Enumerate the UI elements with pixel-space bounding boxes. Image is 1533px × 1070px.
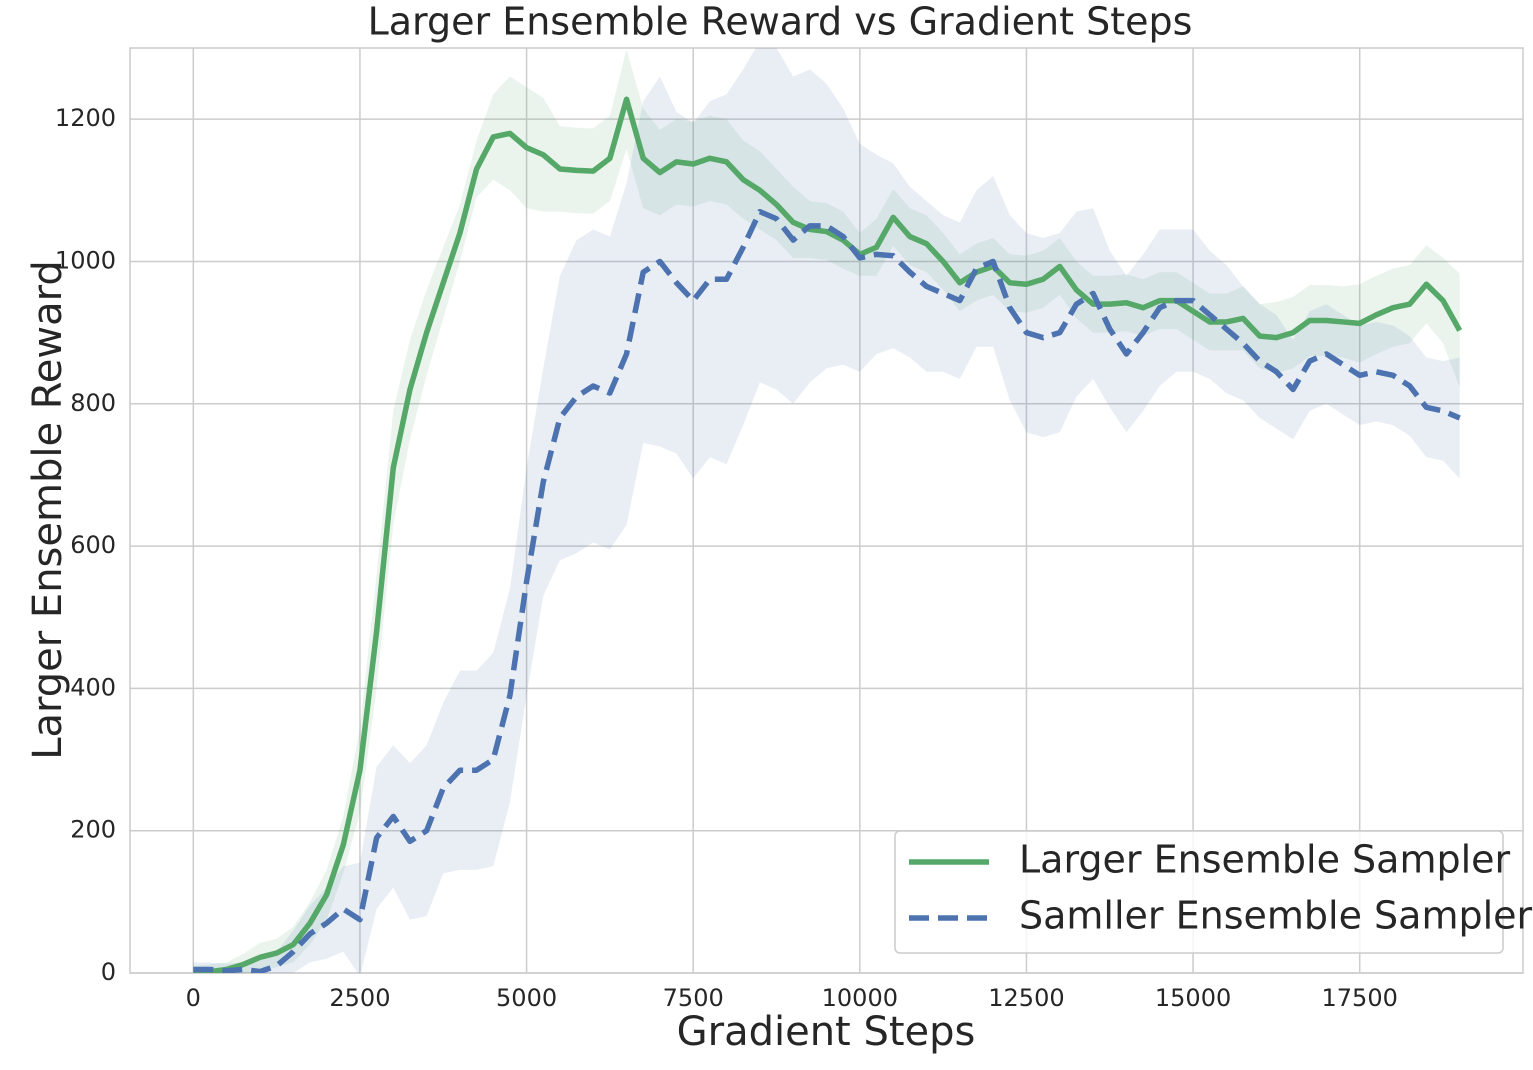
x-tick-label: 12500: [988, 984, 1064, 1012]
y-tick-label: 1000: [55, 246, 116, 274]
plot-frame: [129, 47, 1524, 974]
series-line: [193, 208, 1461, 973]
y-tick-label: 800: [70, 389, 116, 417]
x-tick-label: 2500: [329, 984, 390, 1012]
y-tick-label: 0: [101, 958, 116, 986]
x-tick-label: 0: [186, 984, 201, 1012]
legend-box: [894, 830, 1504, 954]
y-tick-label: 1200: [55, 104, 116, 132]
legend-label: Larger Ensemble Sampler: [1019, 838, 1511, 882]
plot-area: [193, 48, 1463, 973]
error-band: [193, 49, 1460, 973]
y-axis-label: Larger Ensemble Reward: [25, 260, 71, 760]
y-tick-label: 600: [70, 531, 116, 559]
chart-title: Larger Ensemble Reward vs Gradient Steps: [368, 0, 1193, 44]
x-tick-label: 17500: [1322, 984, 1398, 1012]
error-band: [193, 48, 1460, 973]
y-tick-label: 400: [70, 673, 116, 701]
legend-label: Samller Ensemble Sampler: [1019, 894, 1533, 938]
x-tick-label: 7500: [663, 984, 724, 1012]
y-tick-label: 200: [70, 816, 116, 844]
x-tick-label: 15000: [1155, 984, 1231, 1012]
x-tick-label: 10000: [822, 984, 898, 1012]
x-axis-label: Gradient Steps: [677, 1009, 976, 1055]
x-tick-label: 5000: [496, 984, 557, 1012]
series-line: [193, 96, 1463, 973]
